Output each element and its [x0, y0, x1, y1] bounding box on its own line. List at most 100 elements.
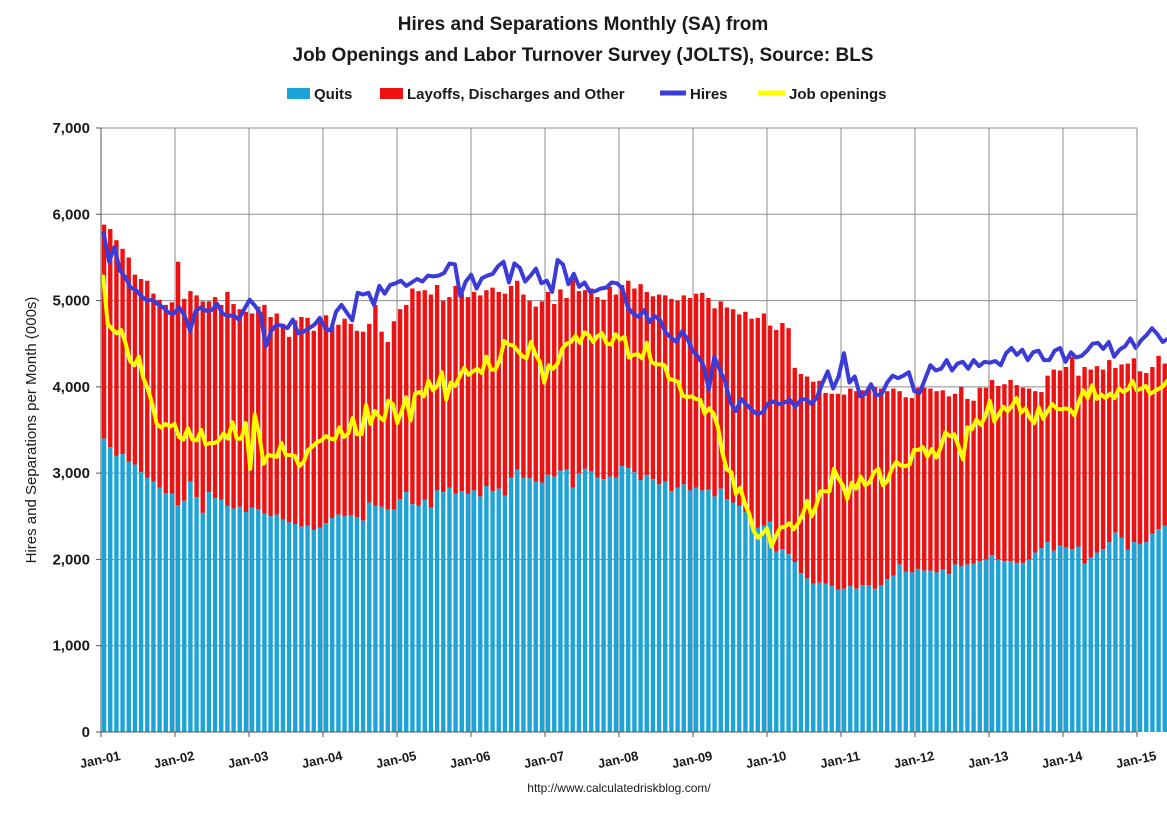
bar-layoffs [570, 276, 575, 488]
bar-quits [595, 477, 600, 732]
bar-layoffs [724, 307, 730, 500]
bar-quits [1119, 537, 1124, 732]
bar-quits [305, 525, 310, 732]
bar-layoffs [145, 280, 150, 478]
source-url: http://www.calculatedriskblog.com/ [527, 781, 711, 795]
bar-quits [212, 498, 218, 732]
bar-layoffs [1063, 367, 1069, 548]
bar-layoffs [792, 367, 797, 563]
legend-label-hires: Hires [690, 86, 728, 103]
bar-quits [527, 478, 532, 732]
y-tick-label: 4,000 [52, 379, 90, 396]
bar-layoffs [835, 393, 841, 590]
bar-quits [663, 481, 668, 732]
bar-layoffs [231, 304, 236, 509]
bar-quits [996, 559, 1001, 732]
bar-quits [280, 519, 286, 732]
bar-quits [650, 479, 656, 732]
y-tick-label: 1,000 [52, 638, 90, 655]
bar-layoffs [749, 318, 754, 520]
bar-quits [268, 516, 273, 732]
bar-layoffs [712, 308, 717, 497]
bar-layoffs [872, 386, 878, 589]
bar-layoffs [737, 314, 742, 506]
bar-layoffs [1094, 366, 1100, 553]
bar-layoffs [286, 336, 292, 523]
bar-quits [471, 490, 477, 732]
axes-layer [96, 127, 1138, 737]
bar-quits [632, 472, 637, 732]
bar-layoffs [983, 387, 989, 560]
bar-quits [983, 559, 989, 732]
bar-layoffs [299, 316, 304, 527]
bar-layoffs [582, 290, 588, 469]
bar-layoffs [502, 293, 508, 496]
bar-layoffs [496, 291, 501, 489]
bar-layoffs [397, 309, 403, 500]
bar-quits [767, 521, 773, 732]
bar-layoffs [274, 313, 279, 515]
bar-quits [385, 509, 390, 732]
bar-quits [1014, 562, 1019, 732]
bar-quits [774, 551, 779, 732]
bar-quits [1131, 542, 1137, 732]
bar-quits [669, 491, 674, 732]
bar-quits [693, 487, 699, 732]
bar-quits [521, 477, 526, 732]
bar-quits [545, 474, 551, 732]
bar-quits [817, 582, 822, 732]
bar-quits [675, 487, 680, 732]
bar-quits [878, 585, 884, 732]
bar-quits [256, 509, 261, 732]
bar-quits [841, 588, 847, 732]
bar-quits [108, 447, 113, 732]
bar-layoffs [1014, 385, 1019, 563]
bar-layoffs [1033, 391, 1038, 553]
bar-layoffs [1045, 375, 1050, 543]
bar-quits [835, 589, 841, 732]
y-tick-label: 2,000 [52, 551, 90, 568]
bar-quits [897, 564, 902, 732]
bar-layoffs [533, 306, 538, 482]
bar-quits [1039, 548, 1044, 732]
bar-quits [490, 491, 495, 732]
bar-quits [749, 519, 754, 732]
bar-layoffs [175, 261, 181, 506]
bar-quits [539, 482, 545, 732]
bar-quits [404, 492, 409, 732]
bar-quits [558, 470, 563, 732]
bar-layoffs [1119, 364, 1124, 538]
bar-layoffs [194, 295, 199, 498]
bar-layoffs [952, 393, 958, 565]
bar-quits [576, 473, 582, 732]
bar-layoffs [330, 325, 335, 519]
bar-layoffs [243, 311, 249, 512]
bar-layoffs [151, 293, 156, 482]
bar-layoffs [656, 294, 662, 485]
bar-layoffs [336, 324, 341, 515]
bar-layoffs [305, 317, 310, 526]
bar-layoffs [225, 291, 230, 506]
bar-layoffs [989, 379, 995, 556]
bar-quits [638, 480, 643, 732]
bar-quits [589, 471, 594, 732]
bar-quits [397, 499, 403, 732]
bar-quits [959, 566, 964, 732]
bar-layoffs [663, 295, 668, 482]
bar-quits [619, 466, 625, 732]
bar-layoffs [885, 391, 890, 580]
chart-title-line2: Job Openings and Labor Turnover Survey (… [293, 45, 874, 66]
line-job-openings [101, 274, 1167, 549]
bar-quits [1107, 542, 1112, 732]
bar-quits [965, 564, 970, 732]
bar-quits [1020, 562, 1026, 732]
bar-quits [484, 486, 489, 732]
bar-quits [391, 509, 397, 732]
bar-layoffs [410, 288, 415, 505]
bar-layoffs [1039, 392, 1044, 549]
bar-quits [755, 527, 760, 732]
bar-layoffs [237, 309, 242, 507]
bar-quits [496, 488, 501, 732]
bar-quits [872, 588, 878, 732]
bar-quits [582, 468, 588, 732]
